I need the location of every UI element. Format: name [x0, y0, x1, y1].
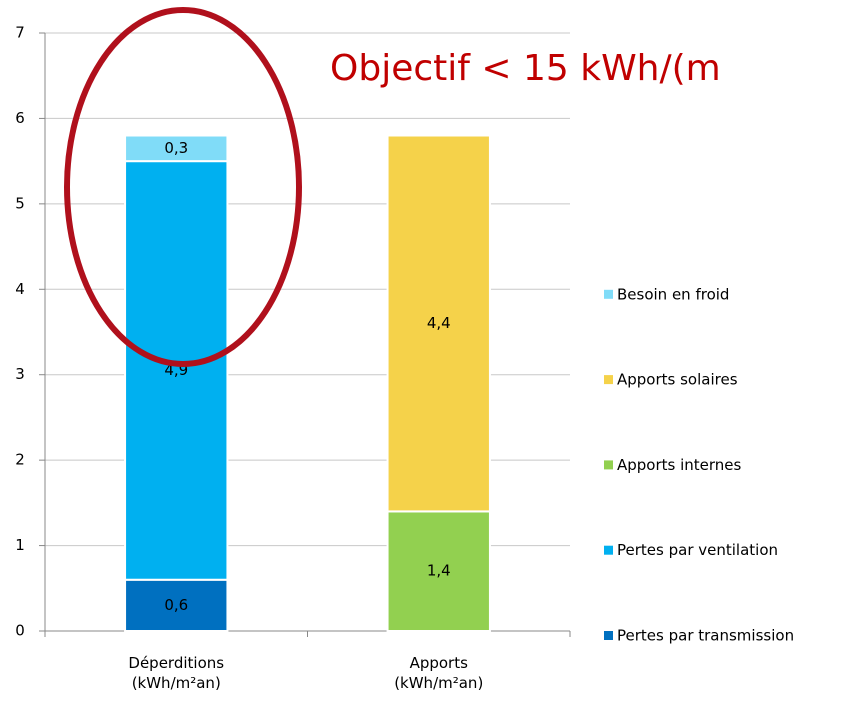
value-label: 4,4: [427, 314, 451, 332]
y-tick-label: 6: [15, 109, 25, 127]
value-label: 0,6: [164, 596, 188, 614]
bar-segment: [124, 160, 229, 581]
x-tick-label: Apports (kWh/m²an): [394, 654, 484, 692]
bar-segment: [386, 510, 491, 632]
legend-label: Apports internes: [617, 456, 742, 474]
legend-label: Pertes par ventilation: [617, 541, 778, 559]
legend-swatch: [604, 631, 613, 640]
legend-swatch: [604, 545, 613, 555]
highlight-ellipse: [64, 7, 302, 367]
bar-segment: [386, 134, 491, 513]
bar-segment: [124, 134, 229, 163]
y-tick-label: 4: [15, 280, 25, 298]
legend-label: Apports solaires: [617, 371, 738, 389]
y-tick-label: 3: [15, 365, 25, 383]
y-tick-label: 5: [15, 194, 25, 212]
legend-swatch: [604, 289, 613, 299]
y-tick-label: 1: [15, 536, 25, 554]
annotation: Objectif < 15 kWh/(m: [330, 48, 721, 89]
legend-label: Pertes par transmission: [617, 627, 794, 645]
legend-label: Besoin en froid: [617, 285, 729, 303]
y-tick-label: 0: [15, 622, 25, 640]
y-tick-label: 2: [15, 451, 25, 469]
value-label: 0,3: [164, 139, 188, 157]
legend-swatch: [604, 460, 613, 470]
legend-swatch: [604, 375, 613, 385]
value-label: 1,4: [427, 562, 451, 580]
x-tick-label: Déperditions (kWh/m²an): [128, 654, 225, 692]
y-tick-label: 7: [15, 24, 25, 42]
